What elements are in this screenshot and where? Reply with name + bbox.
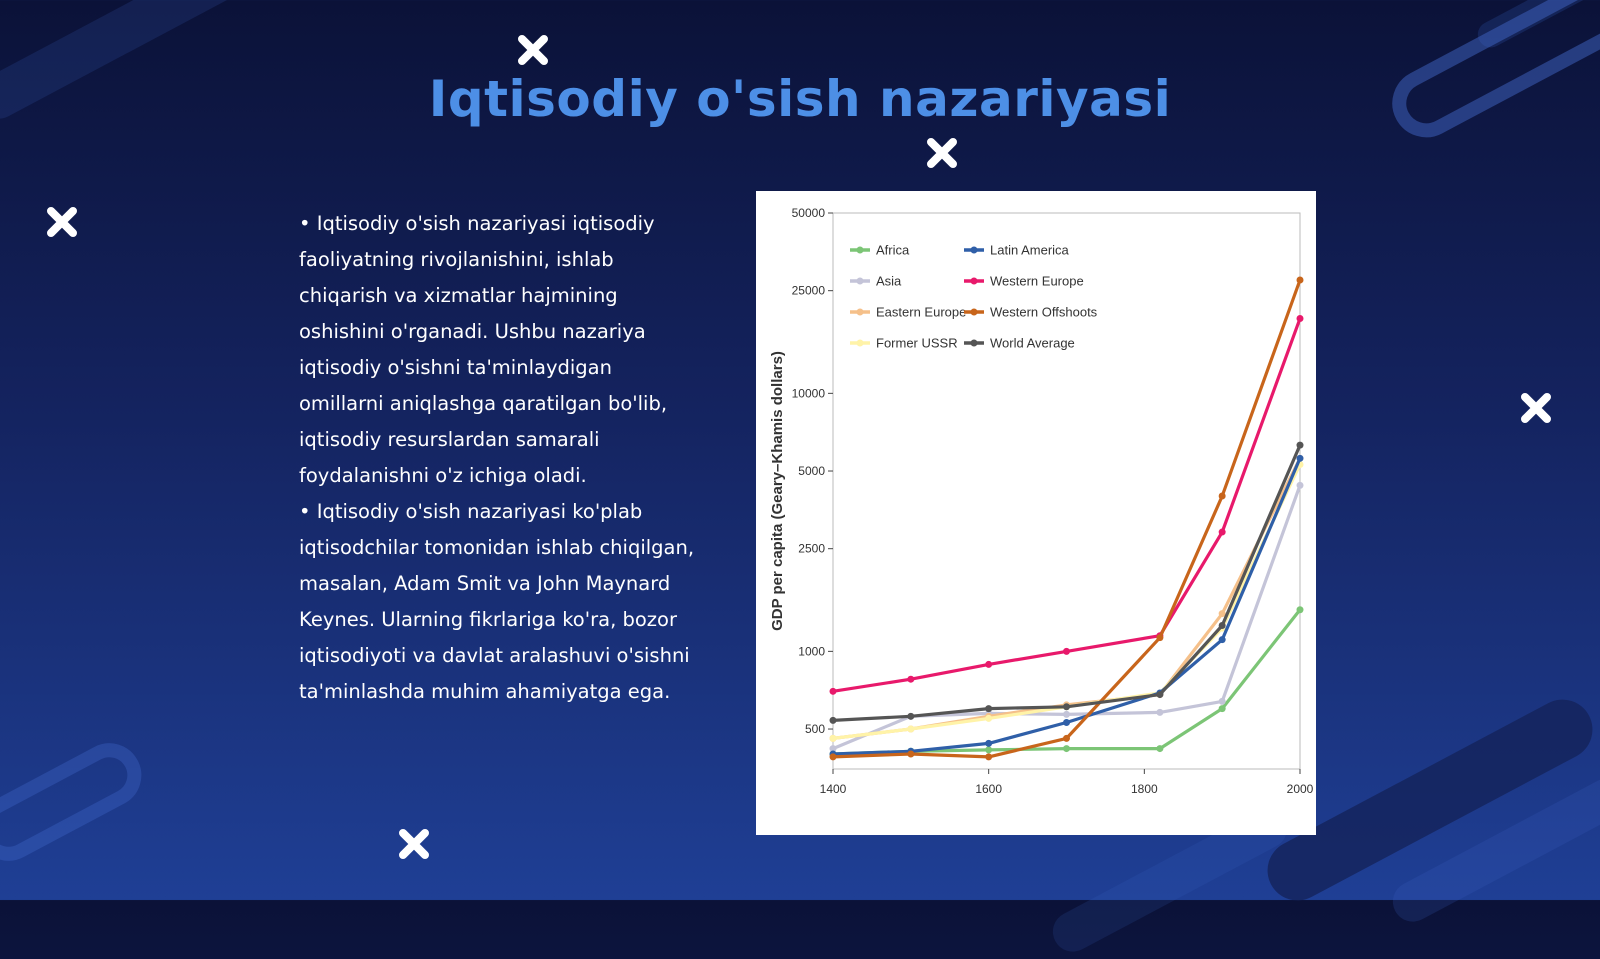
data-point: [1218, 621, 1226, 629]
data-point: [1063, 719, 1070, 727]
series-line: [832, 317, 1302, 693]
legend-swatch-point: [970, 246, 978, 254]
data-point: [829, 716, 837, 724]
x-tick-label: 1600: [975, 782, 1002, 796]
data-point: [1156, 634, 1164, 642]
close-x-icon: [518, 35, 548, 65]
legend-swatch-point: [856, 277, 864, 285]
data-point: [1156, 745, 1164, 753]
data-point: [1063, 734, 1070, 742]
data-point: [1296, 606, 1304, 614]
y-tick-label: 5000: [798, 464, 825, 478]
background-stripe-bottom-left: [0, 731, 153, 873]
x-tick-label: 2000: [1287, 782, 1314, 796]
data-point: [907, 725, 915, 733]
data-point: [829, 753, 837, 761]
close-x-icon: [927, 138, 957, 168]
legend-label: Eastern Europe: [876, 305, 966, 320]
background-stripe-bottom-right-2: [1385, 771, 1600, 929]
y-tick-label: 1000: [798, 644, 825, 658]
legend-swatch-point: [856, 308, 864, 316]
data-point: [1063, 745, 1070, 753]
legend-label: Asia: [876, 274, 902, 289]
legend-label: World Average: [990, 336, 1075, 351]
data-point: [1156, 708, 1164, 716]
close-x-icon: [47, 207, 77, 237]
legend-swatch-point: [970, 308, 978, 316]
data-point: [985, 739, 993, 747]
y-tick-label: 10000: [792, 386, 826, 400]
data-point: [1296, 315, 1304, 323]
y-tick-label: 2500: [798, 542, 825, 556]
body-text: • Iqtisodiy o'sish nazariyasi iqtisodiy …: [299, 206, 699, 710]
paragraph-2: • Iqtisodiy o'sish nazariyasi ko'plab iq…: [299, 500, 695, 703]
y-axis-label: GDP per capita (Geary–Khamis dollars): [769, 351, 786, 631]
data-point: [1218, 636, 1226, 644]
data-point: [1218, 492, 1226, 500]
data-point: [985, 705, 993, 713]
plot-frame: [832, 212, 1301, 770]
legend-swatch-point: [856, 339, 864, 347]
data-point: [985, 746, 993, 754]
legend-label: Western Offshoots: [990, 305, 1098, 320]
data-point: [985, 753, 993, 761]
data-point: [985, 714, 993, 722]
legend-label: Western Europe: [990, 274, 1084, 289]
legend-swatch-point: [970, 339, 978, 347]
legend-swatch-point: [856, 246, 864, 254]
close-x-icon: [1521, 393, 1551, 423]
data-point: [1063, 703, 1070, 711]
data-point: [1218, 528, 1226, 536]
data-point: [829, 745, 837, 753]
data-point: [1156, 691, 1164, 699]
data-point: [1218, 697, 1226, 705]
paragraph-1: • Iqtisodiy o'sish nazariyasi iqtisodiy …: [299, 212, 668, 487]
legend-swatch-point: [970, 277, 978, 285]
data-point: [1296, 481, 1304, 489]
x-tick-label: 1400: [820, 782, 847, 796]
data-point: [907, 750, 915, 758]
y-tick-label: 500: [805, 722, 825, 736]
close-x-icon: [399, 829, 429, 859]
series-line: [832, 279, 1302, 759]
legend-label: Latin America: [990, 243, 1070, 258]
background-stripe-top-right-2: [1473, 0, 1600, 53]
x-tick-label: 1800: [1131, 782, 1158, 796]
data-point: [1296, 276, 1304, 284]
gdp-chart-card: 500 1000 2500 5000 10000 25000 50000 1400 1600 18…: [756, 191, 1316, 835]
slide-title: Iqtisodiy o'sish nazariyasi: [428, 70, 1172, 128]
legend-label: Former USSR: [876, 336, 958, 351]
data-point: [985, 660, 993, 668]
gdp-line-chart: 500 1000 2500 5000 10000 25000 50000 1400 1600 18…: [769, 206, 1314, 796]
data-point: [907, 675, 915, 683]
data-point: [829, 687, 837, 695]
data-point: [829, 734, 837, 742]
data-point: [1063, 647, 1070, 655]
data-point: [1063, 710, 1070, 718]
data-point: [1296, 454, 1304, 462]
y-tick-label: 50000: [792, 206, 826, 220]
data-point: [1218, 705, 1226, 713]
data-point: [907, 712, 915, 720]
legend-label: Africa: [876, 243, 910, 258]
y-tick-label: 25000: [792, 284, 826, 298]
data-point: [1218, 610, 1226, 618]
data-point: [1296, 441, 1304, 449]
